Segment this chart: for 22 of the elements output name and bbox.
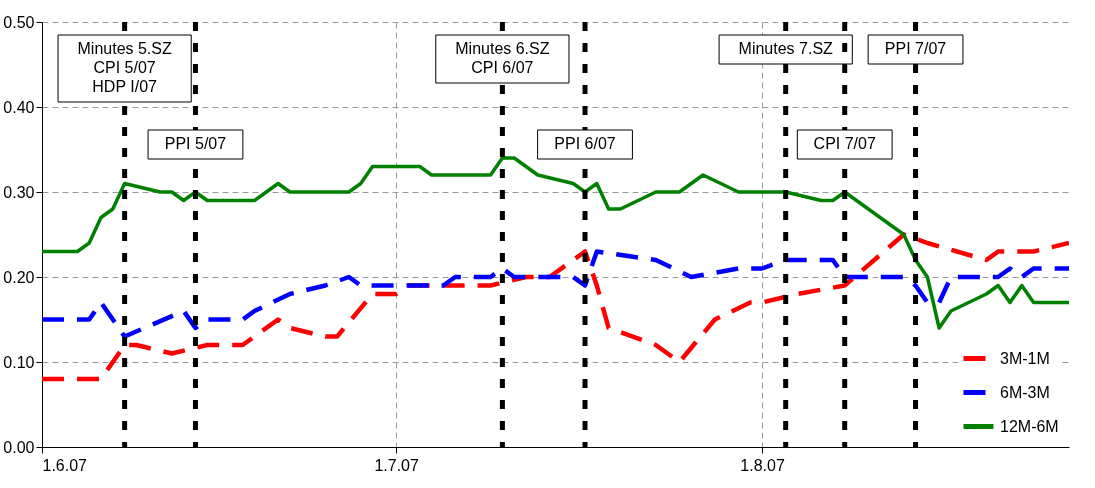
y-tick-label: 0.20 xyxy=(3,268,35,286)
x-tick-label: 1.8.07 xyxy=(740,456,785,474)
y-tick-label: 0.40 xyxy=(3,98,35,116)
ref-line-label: PPI 6/07 xyxy=(554,135,616,152)
ref-line-label: PPI 7/07 xyxy=(884,40,947,57)
ref-line-label: Minutes 7.SZ xyxy=(738,40,834,57)
y-tick-label: 0.00 xyxy=(3,438,35,456)
line-series xyxy=(42,156,1069,330)
y-tick-label: 0.30 xyxy=(3,183,35,201)
legend-label: 6M-3M xyxy=(1000,383,1050,401)
ref-line-label: Minutes 5.SZ CPI 5/07 HDP I/07 xyxy=(77,40,172,95)
line-series xyxy=(42,249,1069,339)
x-tick-label: 1.7.07 xyxy=(374,456,419,474)
y-tick-label: 0.10 xyxy=(3,353,35,371)
legend-label: 12M-6M xyxy=(1000,417,1059,435)
line-series xyxy=(42,232,1069,382)
legend-label: 3M-1M xyxy=(1000,349,1050,367)
ref-line-label: CPI 7/07 xyxy=(813,135,876,152)
y-tick-label: 0.50 xyxy=(3,13,35,31)
x-tick-label: 1.6.07 xyxy=(42,456,88,474)
ref-line-label: PPI 5/07 xyxy=(164,135,227,152)
ref-line-label: Minutes 6.SZ CPI 6/07 xyxy=(455,40,550,76)
